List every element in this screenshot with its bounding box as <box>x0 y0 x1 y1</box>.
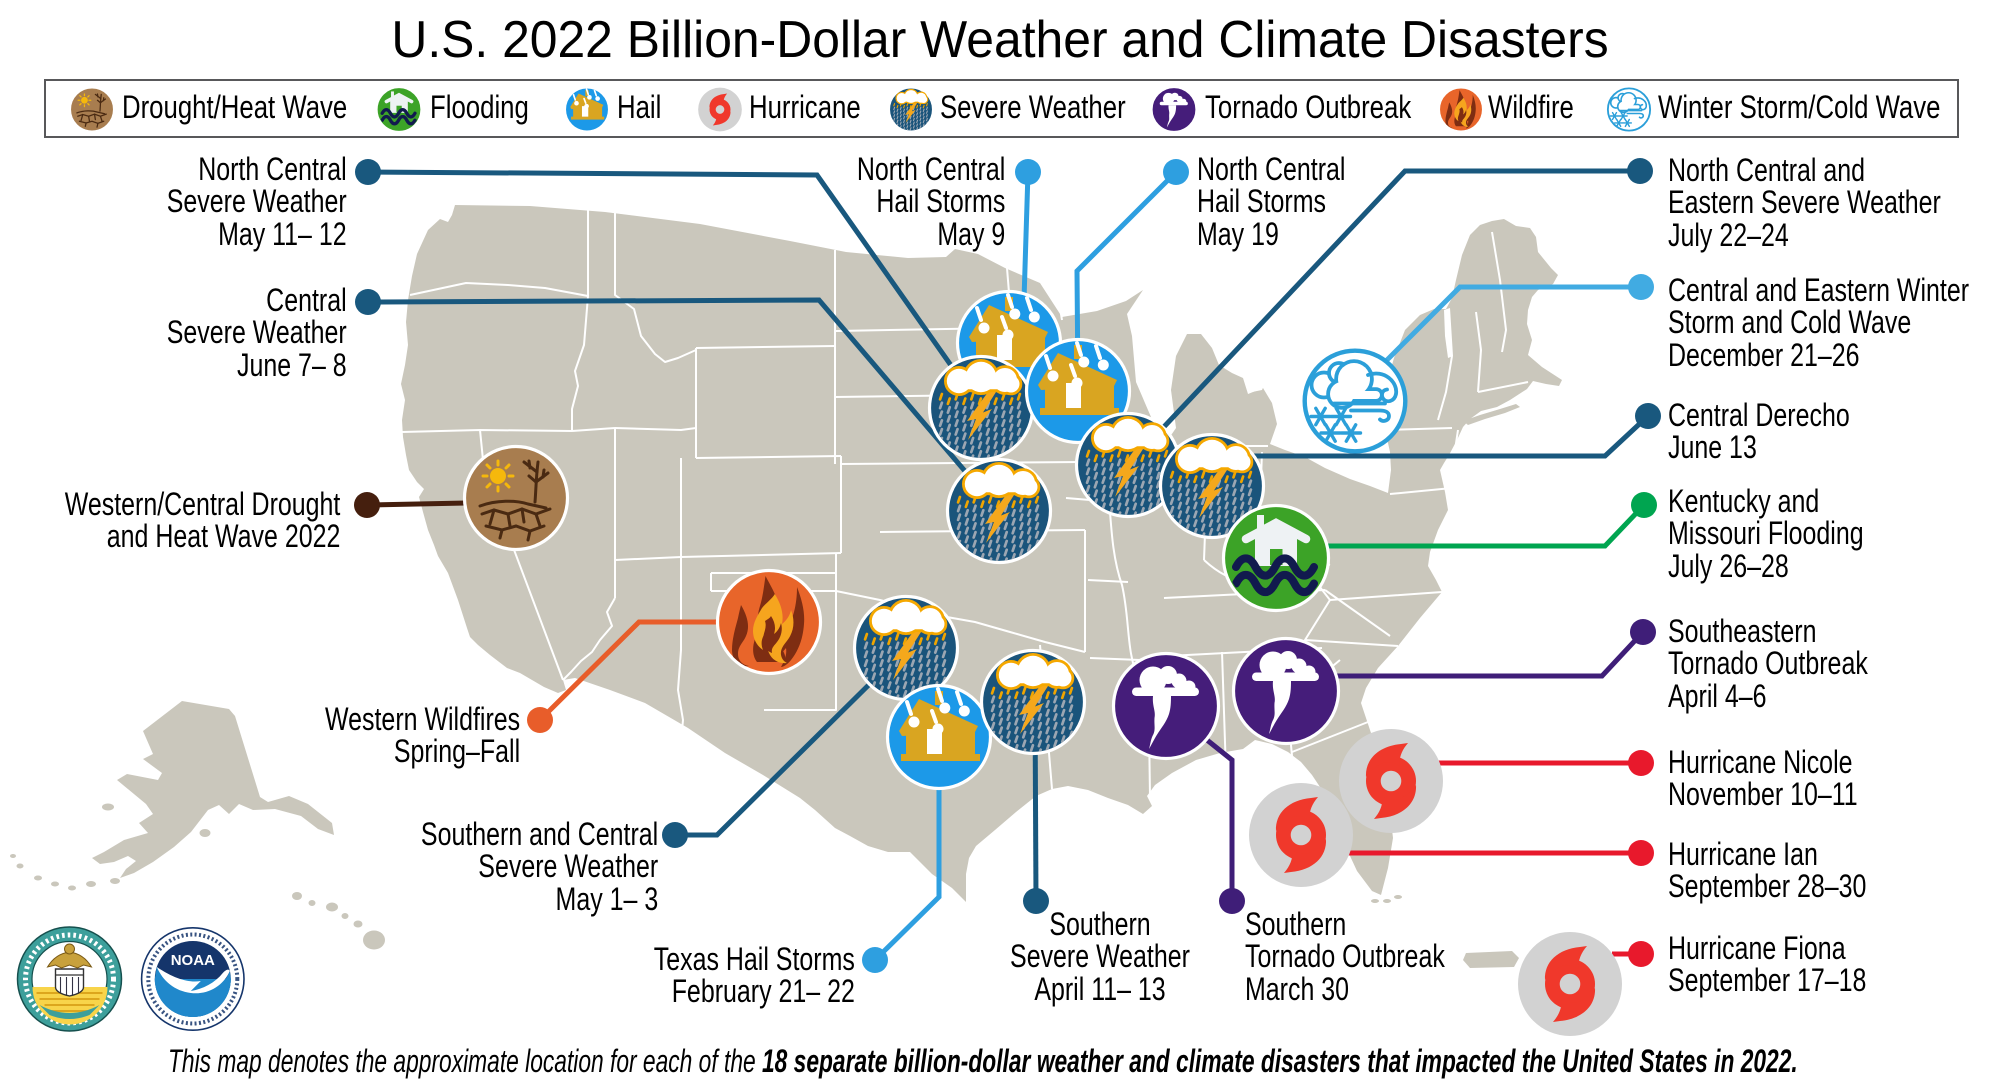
svg-text:NOAA: NOAA <box>171 952 215 969</box>
